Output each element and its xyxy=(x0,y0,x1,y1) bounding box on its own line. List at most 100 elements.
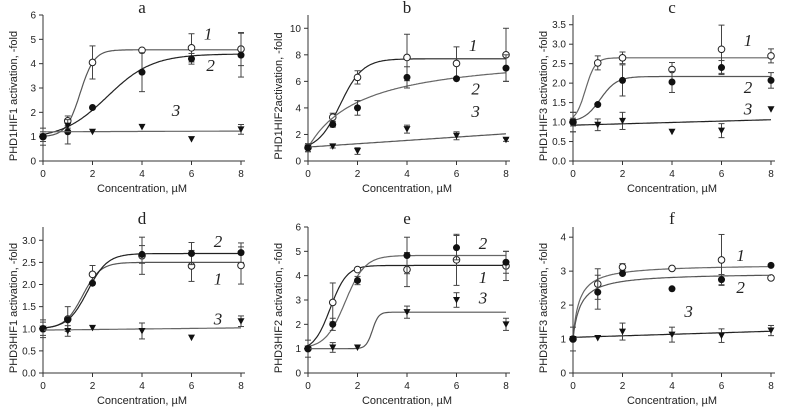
y-tick-label: 5 xyxy=(295,247,301,258)
data-point-open xyxy=(767,52,775,60)
data-point-triangle xyxy=(718,127,725,135)
x-tick-label: 0 xyxy=(40,381,46,392)
y-tick-label: 2 xyxy=(295,320,301,331)
y-tick-label: 0.0 xyxy=(22,369,36,380)
x-tick-label: 0 xyxy=(40,169,46,180)
data-point-triangle xyxy=(329,143,337,150)
x-tick-label: 8 xyxy=(238,169,244,180)
data-point-triangle xyxy=(453,132,460,140)
y-tick-label: 3.5 xyxy=(552,20,566,31)
data-point-triangle xyxy=(502,321,510,328)
x-tick-label: 6 xyxy=(189,381,195,392)
x-tick-label: 0 xyxy=(305,381,311,392)
data-point-triangle xyxy=(304,144,312,152)
x-tick-label: 6 xyxy=(454,381,460,392)
data-point-filled xyxy=(767,261,775,269)
y-tick-label: 0 xyxy=(30,157,36,168)
y-tick-label: 3 xyxy=(30,84,36,95)
curve-label: 2 xyxy=(736,278,745,297)
data-point-triangle xyxy=(619,328,626,336)
curve-label: 3 xyxy=(470,102,480,121)
data-point-filled xyxy=(237,51,245,59)
data-point-filled xyxy=(237,249,245,257)
data-point-filled xyxy=(89,279,96,287)
data-point-open xyxy=(88,270,97,279)
data-point-filled xyxy=(188,55,195,63)
x-tick-label: 2 xyxy=(355,169,361,180)
x-axis-label: Concentration, µM xyxy=(627,395,717,407)
curve-label: 1 xyxy=(214,270,223,289)
data-point-filled xyxy=(354,104,361,112)
curve-label: 1 xyxy=(744,31,753,50)
data-point-filled xyxy=(403,251,411,259)
x-tick-label: 4 xyxy=(669,169,675,180)
x-tick-label: 6 xyxy=(719,381,725,392)
data-point-triangle xyxy=(569,336,577,343)
chart-title: f xyxy=(669,209,675,228)
y-tick-label: 10 xyxy=(290,24,302,35)
data-point-open xyxy=(328,298,337,307)
x-tick-label: 8 xyxy=(768,169,774,180)
panel-d: d 0.0 0.5 1.0 1.5 2.0 2.5 3.0 0 2 4 6 8 Concentration… xyxy=(0,205,265,415)
curve-label: 3 xyxy=(478,289,488,308)
panel-b: b 0 2 4 6 8 10 0 2 4 6 8 Concentration, µM PHD1HIF2ac… xyxy=(265,0,530,210)
data-point-triangle xyxy=(89,128,96,136)
data-point-triangle xyxy=(403,309,411,316)
data-point-triangle xyxy=(767,106,775,113)
y-tick-label: 2 xyxy=(560,301,566,312)
data-point-open xyxy=(717,45,726,54)
y-tick-label: 1 xyxy=(30,132,36,143)
y-axis-label: PHD3HIF2 activation, -fold xyxy=(273,243,285,373)
data-point-open xyxy=(668,264,676,273)
x-tick-label: 6 xyxy=(454,169,460,180)
panel-e: e 0 1 2 3 4 5 6 0 2 4 6 8 Concentration, µM PHD3HIF2 a… xyxy=(265,205,530,415)
data-point-triangle xyxy=(237,318,245,325)
curve-label: 2 xyxy=(206,56,215,75)
fit-curve-3 xyxy=(43,130,241,133)
y-tick-label: 1.0 xyxy=(552,118,566,129)
chart-title: a xyxy=(138,0,146,17)
data-point-filled xyxy=(718,276,725,284)
data-point-open xyxy=(353,73,362,82)
y-tick-label: 5 xyxy=(30,35,36,46)
chart-title: e xyxy=(403,209,411,228)
data-point-filled xyxy=(89,103,96,111)
x-tick-label: 8 xyxy=(238,381,244,392)
x-tick-label: 4 xyxy=(139,169,145,180)
data-point-filled xyxy=(502,64,510,72)
y-tick-label: 1.5 xyxy=(552,98,566,109)
x-tick-label: 4 xyxy=(669,381,675,392)
y-axis-label: PHD1HIF3 activation, -fold xyxy=(538,31,550,161)
x-tick-label: 0 xyxy=(305,169,311,180)
y-tick-label: 2 xyxy=(30,108,36,119)
chart-svg: c 0.0 0.5 1.0 1.5 2.0 2.5 3.0 3.5 0 2 4 6 8 Concentrat… xyxy=(538,0,775,195)
y-axis-label: PHD1HIF2activation, -fold xyxy=(273,32,285,159)
y-tick-label: 1 xyxy=(295,344,301,355)
y-tick-label: 3 xyxy=(560,267,566,278)
y-tick-label: 2.5 xyxy=(22,258,36,269)
x-tick-label: 2 xyxy=(620,169,626,180)
data-point-open xyxy=(88,58,97,67)
curve-label: 1 xyxy=(479,268,488,287)
data-point-filled xyxy=(138,68,146,76)
data-point-triangle xyxy=(767,327,775,335)
data-point-filled xyxy=(668,78,676,86)
y-tick-label: 4 xyxy=(560,233,566,244)
data-point-filled xyxy=(138,250,146,258)
data-point-triangle xyxy=(594,121,602,129)
y-tick-label: 1 xyxy=(560,335,566,346)
chart-title: d xyxy=(138,209,147,228)
y-axis-label: PHD3HIF3 activation, -fold xyxy=(538,243,550,373)
chart-svg: b 0 2 4 6 8 10 0 2 4 6 8 Concentration, µM PHD1HIF2ac… xyxy=(273,0,510,195)
data-point-triangle xyxy=(668,128,676,136)
panel-c: c 0.0 0.5 1.0 1.5 2.0 2.5 3.0 3.5 0 2 4 6 8 Concentrat… xyxy=(530,0,795,210)
data-point-open xyxy=(618,54,627,62)
data-point-triangle xyxy=(64,327,72,335)
data-point-triangle xyxy=(453,297,460,304)
data-point-triangle xyxy=(329,344,337,351)
y-tick-label: 2.0 xyxy=(22,280,36,291)
x-axis-label: Concentration, µM xyxy=(627,183,717,195)
x-tick-label: 2 xyxy=(355,381,361,392)
chart-svg: a 0 1 2 3 4 5 6 0 2 4 6 8 Concentration, µM PHD1HIF1 a… xyxy=(8,0,245,195)
x-axis-label: Concentration, µM xyxy=(97,395,187,407)
